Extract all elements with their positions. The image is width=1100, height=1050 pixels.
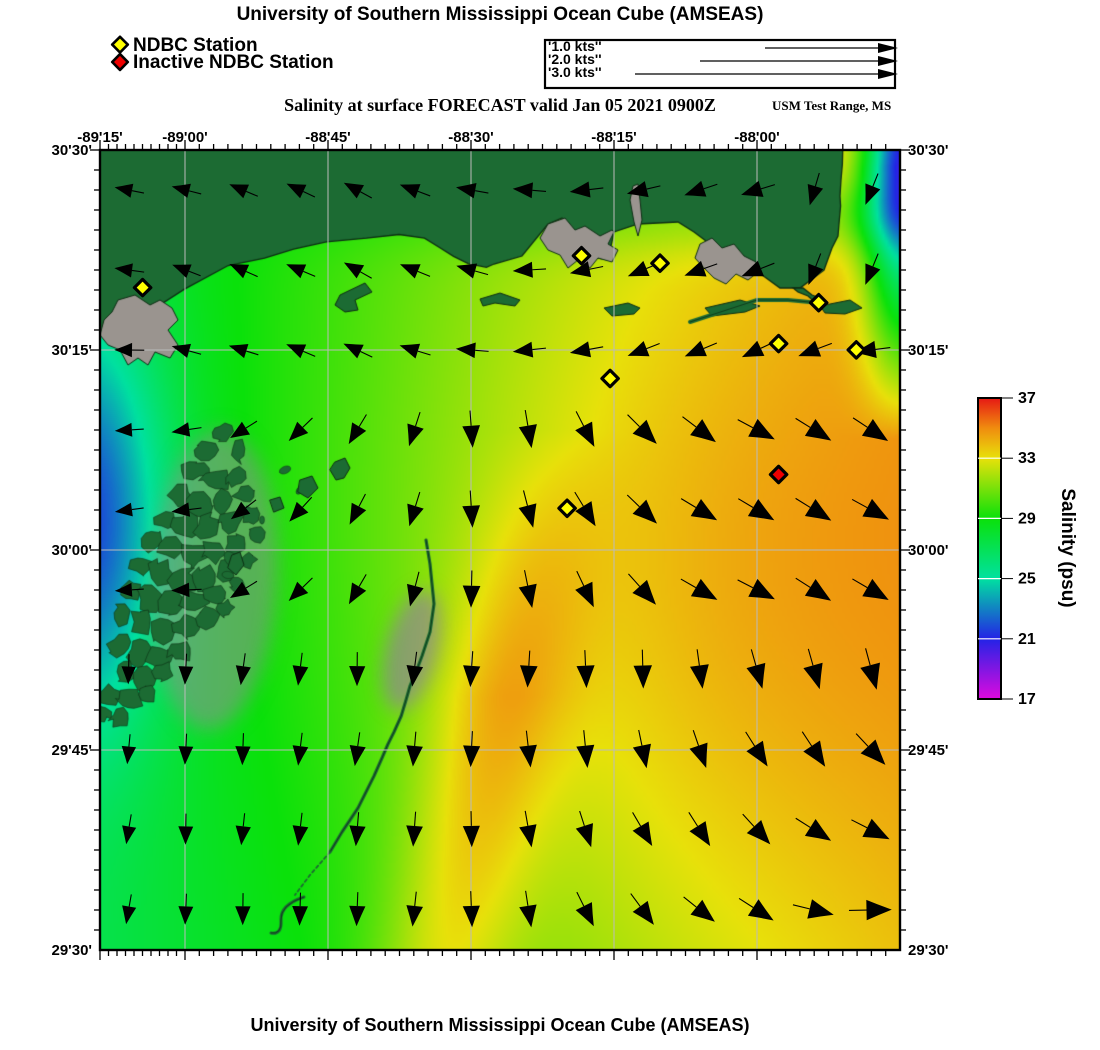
svg-text:37: 37 [1018,390,1036,407]
svg-text:-88'30': -88'30' [448,129,494,146]
svg-text:33: 33 [1018,450,1036,467]
svg-text:30'30': 30'30' [908,142,949,159]
svg-text:-88'45': -88'45' [305,129,351,146]
svg-text:17: 17 [1018,691,1036,708]
svg-text:21: 21 [1018,631,1036,648]
svg-text:30'15': 30'15' [908,342,949,359]
svg-text:-89'00': -89'00' [162,129,208,146]
svg-text:29: 29 [1018,510,1036,527]
svg-text:29'30': 29'30' [908,942,949,959]
svg-text:29'30': 29'30' [51,942,92,959]
svg-text:29'45': 29'45' [908,742,949,759]
svg-text:-88'15': -88'15' [591,129,637,146]
svg-text:30'00': 30'00' [908,542,949,559]
svg-text:Salinity (psu): Salinity (psu) [1057,488,1078,607]
svg-text:30'15': 30'15' [51,342,92,359]
svg-text:30'00': 30'00' [51,542,92,559]
svg-text:30'30': 30'30' [51,142,92,159]
svg-text:-88'00': -88'00' [734,129,780,146]
svg-text:Inactive NDBC Station: Inactive NDBC Station [133,52,334,73]
svg-text:'3.0 kts'': '3.0 kts'' [548,64,602,80]
svg-text:25: 25 [1018,571,1036,588]
svg-text:29'45': 29'45' [51,742,92,759]
